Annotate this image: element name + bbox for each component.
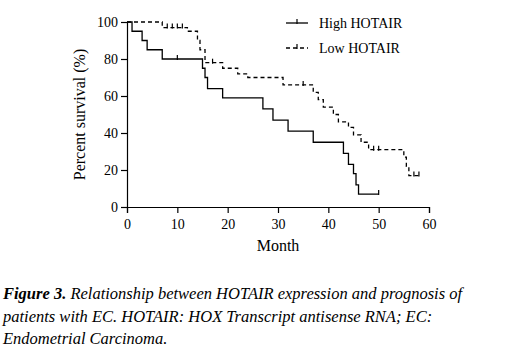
y-axis: 0 20 40 60 80 100	[97, 15, 128, 215]
legend: High HOTAIR Low HOTAIR	[286, 16, 403, 56]
x-axis-line	[128, 208, 430, 214]
censor-mark	[182, 24, 183, 29]
censor-mark	[378, 190, 379, 195]
censor-mark	[378, 146, 379, 151]
y-tick-label: 80	[104, 52, 118, 67]
legend-marker	[296, 44, 297, 49]
y-tick: 100	[97, 15, 127, 30]
caption-line: Figure 3. Relationship between HOTAIR ex…	[2, 284, 464, 303]
censor-mark	[418, 172, 419, 177]
censor-mark	[373, 146, 374, 151]
censor-mark	[177, 55, 178, 60]
censor-mark	[212, 59, 213, 64]
chart: 0 10 20 30 40 50 60 0 20 40 60 80 100 Month Percent su…	[0, 0, 531, 358]
censor-mark	[167, 24, 168, 29]
x-tick: 50	[372, 207, 386, 232]
x-axis-title: Month	[257, 237, 300, 254]
y-tick: 0	[111, 200, 127, 215]
censor-mark	[177, 24, 178, 29]
x-tick-label: 0	[124, 217, 131, 232]
plot-area	[127, 22, 419, 195]
caption-text: Endometrial Carcinoma.	[2, 329, 167, 348]
y-tick-mark	[121, 96, 127, 97]
caption-text: patients with EC. HOTAIR: HOX Transcript…	[2, 307, 432, 326]
caption-text: Relationship between HOTAIR expression a…	[66, 284, 464, 303]
caption-line: Endometrial Carcinoma.	[2, 329, 167, 348]
y-tick-label: 60	[104, 89, 118, 104]
y-tick: 20	[104, 163, 127, 178]
x-tick-label: 20	[221, 217, 235, 232]
y-tick-label: 0	[111, 200, 118, 215]
x-tick-label: 30	[272, 217, 286, 232]
survival-line	[127, 22, 419, 176]
y-tick: 40	[104, 126, 127, 141]
y-tick-mark	[121, 59, 127, 60]
x-tick: 30	[272, 207, 286, 232]
x-tick-label: 40	[322, 217, 336, 232]
x-tick-label: 50	[372, 217, 386, 232]
x-tick-mark	[278, 207, 279, 213]
x-tick-mark	[177, 207, 178, 213]
y-tick-mark	[121, 170, 127, 171]
y-tick-mark	[121, 133, 127, 134]
legend-label: Low HOTAIR	[319, 41, 401, 56]
y-tick-label: 20	[104, 163, 118, 178]
x-tick: 40	[322, 207, 336, 232]
censor-mark	[303, 81, 304, 86]
y-tick-label: 40	[104, 126, 118, 141]
y-tick: 80	[104, 52, 127, 67]
caption-line: patients with EC. HOTAIR: HOX Transcript…	[2, 307, 432, 326]
x-tick: 0	[124, 207, 131, 232]
y-tick-label: 100	[97, 15, 118, 30]
x-tick-label: 10	[171, 217, 185, 232]
x-tick: 20	[221, 207, 235, 232]
x-tick: 10	[171, 207, 185, 232]
y-tick-mark	[121, 22, 127, 23]
y-tick: 60	[104, 89, 127, 104]
legend-label: High HOTAIR	[319, 16, 403, 31]
legend-marker	[296, 19, 297, 24]
censor-mark	[413, 172, 414, 177]
y-tick-mark	[121, 207, 127, 208]
x-tick-label: 60	[423, 217, 437, 232]
x-axis: 0 10 20 30 40 50 60	[124, 207, 437, 232]
x-tick-mark	[228, 207, 229, 213]
x-tick-mark	[429, 207, 430, 213]
caption-label: Figure 3.	[2, 284, 66, 303]
x-tick-mark	[328, 207, 329, 213]
y-axis-title: Percent survival (%)	[71, 49, 89, 181]
x-tick-mark	[379, 207, 380, 213]
y-axis-line	[121, 23, 128, 208]
censor-mark	[172, 24, 173, 29]
x-tick: 60	[423, 207, 437, 232]
